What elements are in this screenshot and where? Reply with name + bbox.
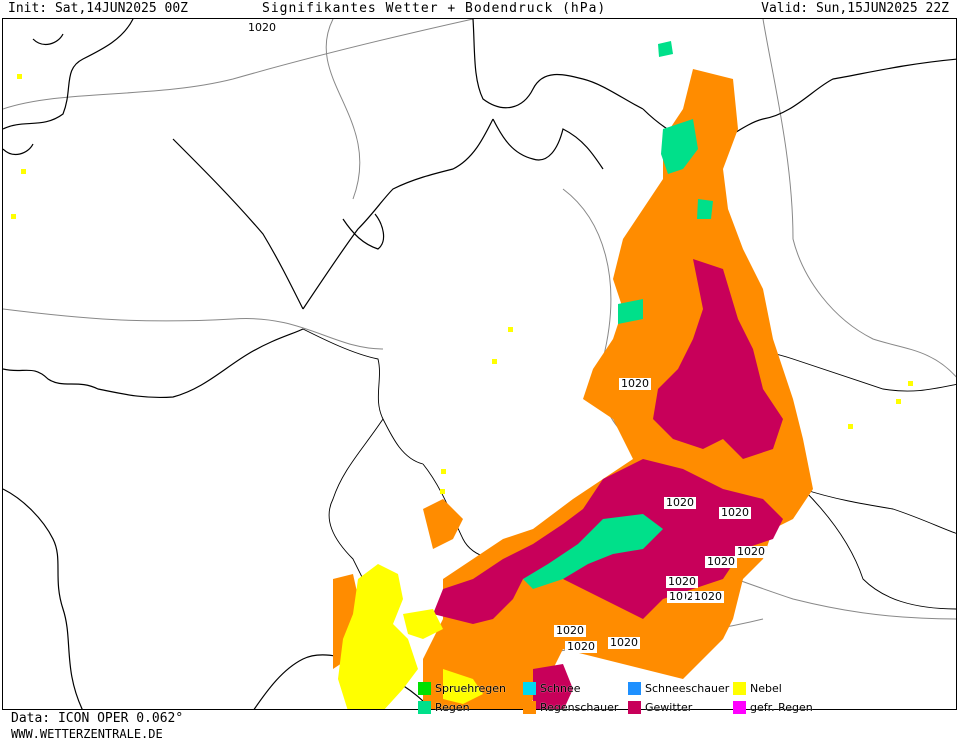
isobar-labels: 1020102010201020102010201020102010201010… (246, 21, 767, 653)
nebel-area (443, 669, 483, 704)
isobar-label-bg (667, 591, 685, 603)
isobar-label-bg (246, 22, 278, 34)
isobar-label-bg (554, 625, 586, 637)
legend-swatch (418, 681, 431, 695)
isobar-label: 1020 (668, 575, 696, 588)
init-time: Init: Sat,14JUN2025 00Z (8, 1, 189, 16)
isobar-label: 10 (669, 590, 683, 603)
isobar-label: 1020 (248, 21, 276, 34)
regen-area (697, 199, 713, 219)
gewitter-area (653, 259, 783, 459)
isobar-label-bg (619, 378, 651, 390)
isobar-label-bg (705, 556, 737, 568)
weather-map: 1020 1020 1020 1020 1020 1020 1020 1020 1020 10 10… (2, 18, 957, 710)
gewitter-area (533, 664, 573, 709)
legend-item-schneeschauer: Schneeschauer (628, 680, 729, 696)
legend-label: gefr. Regen (750, 700, 813, 714)
isobar-label-bg (664, 497, 696, 509)
isobar-label-bg (608, 637, 640, 649)
legend-item-nebel: Nebel (733, 680, 782, 696)
legend-swatch (733, 681, 746, 695)
isobar-label-bg (735, 546, 767, 558)
nebel-area (403, 609, 443, 639)
legend-label: Spruehregen (435, 681, 506, 695)
legend-label: Gewitter (645, 700, 693, 714)
legend-item-regen: Regen (418, 699, 470, 715)
legend-label: Nebel (750, 681, 782, 695)
legend-label: Regenschauer (540, 700, 619, 714)
map-canvas: 1020102010201020102010201020102010201010… (3, 19, 956, 709)
isobar-label: 1020 (610, 636, 638, 649)
legend-swatch (523, 700, 536, 714)
legend-item-gefr-regen: gefr. Regen (733, 699, 813, 715)
valid-time: Valid: Sun,15JUN2025 22Z (761, 1, 949, 16)
isobar-label: 1020 (621, 377, 649, 390)
regen-area (618, 299, 643, 324)
isobar-label: 1020 (666, 496, 694, 509)
site-url: WWW.WETTERZENTRALE.DE (11, 727, 163, 741)
legend-item-gewitter: Gewitter (628, 699, 692, 715)
legend-label: Regen (435, 700, 470, 714)
nebel-cell (441, 469, 446, 474)
legend-item-spruehregen: Spruehregen (418, 680, 506, 696)
isobar-label-bg (666, 576, 698, 588)
legend-swatch (628, 700, 641, 714)
isobar-label: 1020 (737, 545, 765, 558)
legend-label: Schneeschauer (645, 681, 730, 695)
legend-swatch (733, 700, 746, 714)
nebel-cell (908, 381, 913, 386)
legend-swatch (523, 681, 536, 695)
legend-swatch (628, 681, 641, 695)
regenschauer-area (423, 499, 463, 549)
isobar-label-bg (565, 641, 597, 653)
isobar-label: 1020 (721, 506, 749, 519)
nebel-area (338, 564, 418, 709)
nebel-cell (492, 359, 497, 364)
legend: Spruehregen Schnee Schneeschauer Nebel R… (418, 680, 838, 716)
isobar-label: 1020 (694, 590, 722, 603)
nebel-cell (440, 489, 445, 494)
regen-area (661, 119, 698, 174)
regen-area (523, 514, 663, 589)
nebel-cell (508, 327, 513, 332)
isobar-label: 1020 (707, 555, 735, 568)
isobar-label-bg (719, 507, 751, 519)
regen-area (658, 41, 673, 57)
map-title: Signifikantes Wetter + Bodendruck (hPa) (262, 1, 607, 16)
precipitation-layer (11, 41, 913, 709)
nebel-cell (17, 74, 22, 79)
legend-swatch (418, 700, 431, 714)
isobar-label: 1020 (556, 624, 584, 637)
nebel-cell (896, 399, 901, 404)
data-source: Data: ICON OPER 0.062° (11, 711, 184, 726)
nebel-cell (21, 169, 26, 174)
isobar-label: 1020 (567, 640, 595, 653)
legend-item-regenschauer: Regenschauer (523, 699, 618, 715)
nebel-cell (848, 424, 853, 429)
legend-label: Schnee (540, 681, 581, 695)
isobar-label-bg (692, 591, 724, 603)
nebel-cell (11, 214, 16, 219)
legend-item-schnee: Schnee (523, 680, 581, 696)
